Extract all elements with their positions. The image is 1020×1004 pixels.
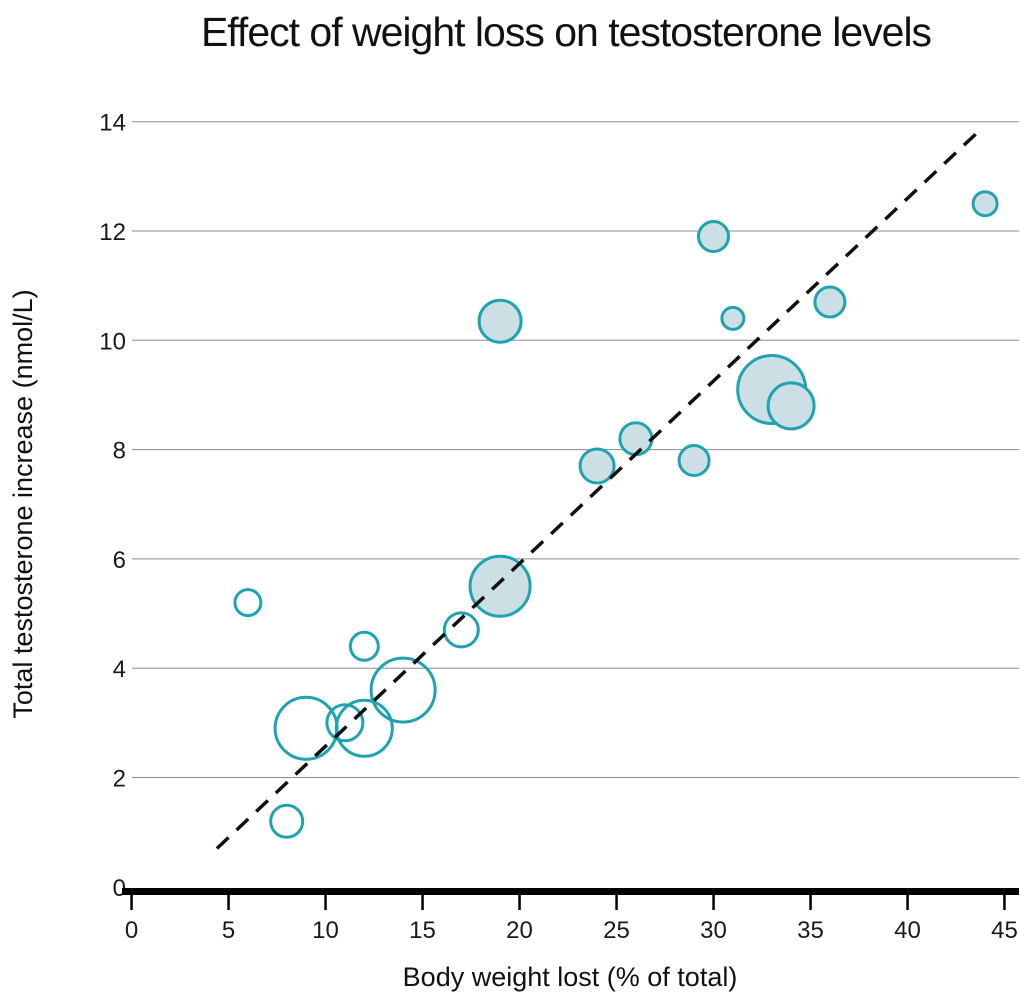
data-bubble — [697, 220, 730, 253]
data-bubble — [618, 421, 654, 457]
x-tick-20 — [518, 893, 521, 910]
x-tick-label-35: 35 — [797, 917, 824, 944]
x-tick-25 — [615, 893, 618, 910]
data-bubble — [348, 630, 380, 662]
data-bubble — [720, 305, 746, 331]
y-tick-label-12: 12 — [99, 219, 126, 246]
chart-title: Effect of weight loss on testosterone le… — [201, 9, 932, 55]
data-bubble — [477, 298, 523, 344]
y-tick-label-8: 8 — [113, 438, 126, 465]
data-bubble — [334, 698, 394, 758]
data-bubble — [233, 588, 263, 618]
x-tick-label-45: 45 — [991, 917, 1018, 944]
data-bubble — [971, 190, 999, 218]
data-bubble — [325, 703, 365, 743]
x-tick-label-10: 10 — [312, 917, 339, 944]
data-bubble — [813, 285, 847, 319]
data-bubble — [578, 447, 616, 485]
y-tick-label-6: 6 — [113, 547, 126, 574]
data-bubble — [369, 656, 437, 724]
data-bubble — [468, 554, 532, 618]
y-tick-label-4: 4 — [113, 656, 126, 683]
y-axis-title: Total testosterone increase (nmol/L) — [8, 289, 38, 718]
trendline-layer — [215, 131, 979, 850]
x-tick-10 — [324, 893, 327, 910]
data-bubble — [269, 803, 305, 839]
x-axis-layer: 0 5 10 15 20 25 30 35 40 45 — [122, 888, 1019, 944]
x-tick-30 — [712, 893, 715, 910]
y-tick-labels-layer: 0 2 4 6 8 10 12 14 — [99, 110, 126, 902]
y-tick-label-10: 10 — [99, 328, 126, 355]
x-tick-label-40: 40 — [894, 917, 921, 944]
data-bubble — [766, 381, 816, 431]
x-tick-label-25: 25 — [603, 917, 630, 944]
x-axis-line — [122, 888, 1019, 895]
data-bubble — [677, 444, 711, 477]
y-tick-label-2: 2 — [113, 766, 126, 793]
x-tick-0 — [130, 893, 133, 910]
x-tick-label-20: 20 — [506, 917, 533, 944]
x-tick-35 — [809, 893, 812, 910]
x-axis-title: Body weight lost (% of total) — [403, 962, 738, 992]
y-tick-label-0: 0 — [113, 875, 126, 902]
x-tick-5 — [227, 893, 230, 910]
trend-line — [215, 131, 979, 850]
x-tick-label-5: 5 — [222, 917, 235, 944]
x-tick-label-30: 30 — [700, 917, 727, 944]
bubbles-layer — [233, 190, 999, 839]
x-tick-15 — [421, 893, 424, 910]
data-bubble — [442, 611, 480, 649]
y-tick-label-14: 14 — [99, 110, 126, 137]
x-tick-45 — [1003, 893, 1006, 910]
x-tick-label-0: 0 — [125, 917, 138, 944]
gridlines-layer — [132, 121, 1019, 778]
x-tick-label-15: 15 — [409, 917, 436, 944]
x-tick-40 — [906, 893, 909, 910]
